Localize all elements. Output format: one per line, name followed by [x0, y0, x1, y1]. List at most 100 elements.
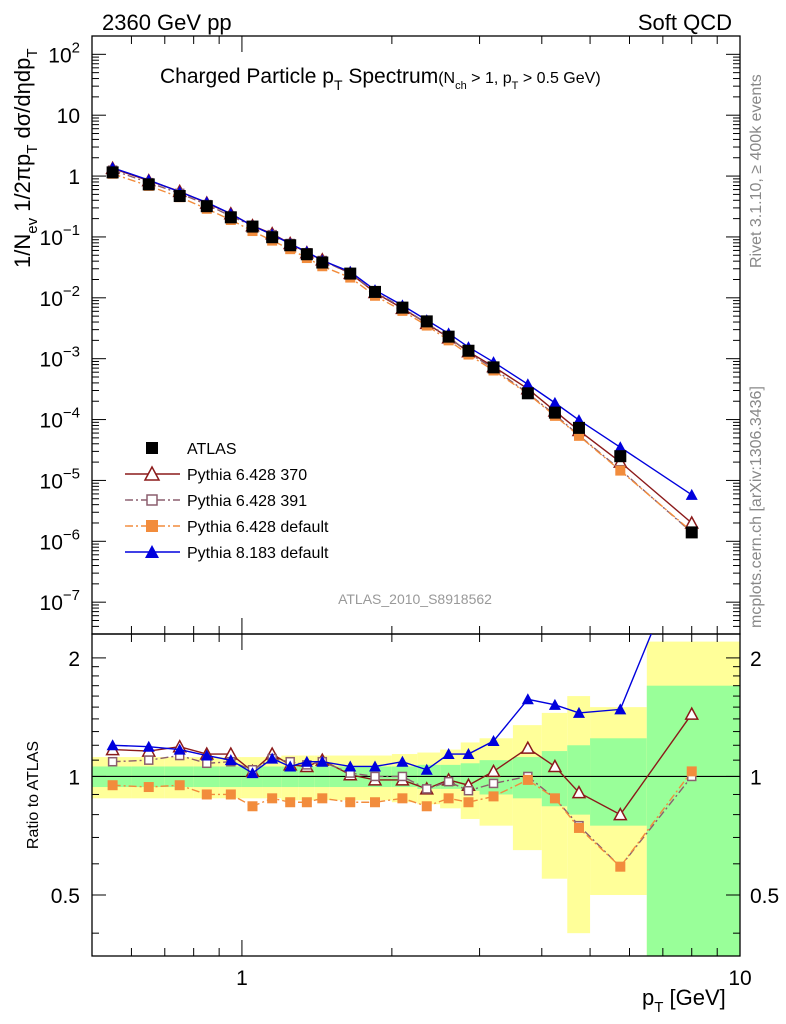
series-line-pythia-6-428-391 — [112, 169, 693, 533]
y-tick-label: 102 — [48, 39, 80, 67]
data-point-atlas — [396, 301, 409, 314]
ratio-point-pythia-6-428-default — [488, 791, 499, 802]
data-point-pythia-8-183-default — [685, 488, 698, 500]
ratio-point-pythia-6-428-default — [201, 789, 212, 800]
ratio-point-pythia-8-183-default — [369, 760, 382, 772]
data-point-atlas — [572, 421, 585, 434]
ratio-point-pythia-6-428-391 — [421, 784, 432, 794]
ratio-point-pythia-6-428-default — [247, 801, 258, 812]
ratio-point-pythia-6-428-default — [421, 801, 432, 812]
legend-label-pythia-6-428-370: Pythia 6.428 370 — [187, 467, 307, 484]
ratio-point-pythia-8-183-default — [396, 755, 409, 767]
ratio-point-pythia-6-428-default — [267, 793, 278, 804]
ratio-axis-label: Ratio to ATLAS — [25, 741, 42, 849]
legend-label-pythia-6-428-391: Pythia 6.428 391 — [187, 493, 307, 510]
data-point-atlas — [246, 220, 259, 233]
data-point-atlas — [344, 267, 357, 280]
ratio-point-pythia-6-428-370 — [684, 706, 699, 720]
ratio-point-pythia-8-183-default — [300, 755, 313, 767]
data-point-atlas — [316, 256, 329, 269]
ratio-point-pythia-6-428-default — [549, 793, 560, 804]
data-point-atlas — [442, 330, 455, 343]
ratio-line-pythia-6-428-391 — [112, 754, 693, 868]
data-point-pythia-8-183-default — [548, 396, 561, 408]
ratio-point-pythia-6-428-default — [143, 782, 154, 793]
ratio-point-pythia-6-428-391 — [144, 755, 154, 765]
legend-marker-pythia-8-183-default — [145, 545, 159, 558]
legend-marker-pythia-6-428-370 — [143, 465, 161, 481]
y-tick-label: 10 — [57, 105, 80, 128]
ratio-point-pythia-8-183-default — [284, 760, 297, 772]
ratio-line-pythia-6-428-370 — [112, 713, 693, 816]
ratio-point-pythia-6-428-default — [686, 766, 697, 777]
main-series-group — [105, 160, 699, 539]
ratio-point-pythia-8-183-default — [224, 754, 237, 766]
ratio-point-pythia-8-183-default — [462, 748, 475, 760]
ratio-point-pythia-6-428-370 — [520, 740, 536, 754]
data-point-pythia-6-428-default — [615, 465, 626, 476]
data-point-pythia-6-428-default — [573, 430, 584, 441]
data-point-pythia-8-183-default — [521, 378, 534, 390]
ratio-point-pythia-6-428-default — [522, 774, 533, 785]
ratio-point-pythia-6-428-default — [463, 797, 474, 808]
data-point-atlas — [224, 211, 237, 224]
y-tick-label: 10−7 — [40, 587, 80, 615]
x-tick-label: 10 — [728, 967, 751, 990]
data-point-atlas — [266, 231, 279, 244]
y-tick-label: 10−6 — [40, 526, 80, 554]
ratio-point-pythia-6-428-default — [443, 793, 454, 804]
ratio-point-pythia-8-183-default — [420, 763, 433, 775]
legend-label-pythia-8-183-default: Pythia 8.183 default — [187, 545, 329, 562]
ratio-point-pythia-6-428-391 — [463, 785, 474, 796]
legend-marker-pythia-6-428-default — [146, 520, 158, 532]
ratio-point-pythia-8-183-default — [173, 743, 186, 755]
ratio-point-pythia-8-183-default — [572, 706, 585, 718]
ratio-point-pythia-6-428-370 — [571, 785, 587, 799]
y-tick-label: 10−3 — [40, 344, 80, 372]
ratio-point-pythia-6-428-default — [107, 780, 118, 791]
ratio-series-group — [105, 634, 699, 872]
ratio-point-pythia-6-428-default — [615, 861, 626, 872]
ratio-point-pythia-6-428-391 — [443, 776, 454, 787]
y-tick-label: 10−1 — [40, 222, 80, 250]
x-axis-label: pT [GeV] — [642, 985, 726, 1016]
ratio-point-pythia-8-183-default — [246, 767, 259, 779]
ratio-uncertainty-bands — [92, 641, 740, 956]
legend-marker-pythia-6-428-391 — [146, 494, 158, 506]
ratio-panel-frame — [91, 633, 741, 957]
ratio-point-pythia-6-428-default — [285, 797, 296, 808]
data-point-atlas — [284, 239, 297, 252]
ratio-point-pythia-8-183-default — [266, 752, 279, 764]
ratio-point-pythia-6-428-391 — [488, 778, 499, 789]
data-point-atlas — [142, 178, 155, 191]
analysis-tag: ATLAS_2010_S8918562 — [338, 591, 492, 607]
header-energy: 2360 GeV pp — [102, 10, 232, 35]
ratio-point-pythia-8-183-default — [487, 735, 500, 747]
ratio-point-pythia-8-183-default — [521, 693, 534, 705]
ratio-point-pythia-6-428-370 — [547, 758, 563, 773]
y-tick-label: 1 — [68, 166, 80, 189]
ratio-point-pythia-8-183-default — [142, 740, 155, 752]
data-point-atlas — [462, 344, 475, 357]
legend: ATLAS Pythia 6.428 370 Pythia 6.428 391 Pyt… — [125, 441, 329, 562]
ratio-point-pythia-6-428-default — [370, 797, 381, 808]
data-point-atlas — [173, 190, 186, 203]
y-tick-label: 10−2 — [40, 283, 80, 311]
legend-label-pythia-6-428-default: Pythia 6.428 default — [187, 519, 329, 536]
ratio-line-pythia-8-183-default — [112, 634, 652, 774]
ratio-point-pythia-8-183-default — [344, 760, 357, 772]
ratio-point-pythia-8-183-default — [200, 749, 213, 761]
data-point-atlas — [521, 387, 534, 400]
header-category: Soft QCD — [638, 10, 732, 35]
ratio-point-pythia-6-428-391 — [107, 756, 118, 767]
x-tick-label: 1 — [236, 967, 248, 990]
ratio-point-pythia-6-428-default — [225, 789, 236, 800]
ratio-tick-label: 2 — [68, 648, 80, 671]
data-point-atlas — [420, 315, 433, 328]
data-point-atlas — [548, 406, 561, 419]
ratio-point-pythia-8-183-default — [316, 755, 329, 767]
ratio-point-pythia-6-428-391 — [397, 771, 408, 782]
mcplots-label: mcplots.cern.ch [arXiv:1306.3436] — [748, 386, 765, 628]
ratio-point-pythia-8-183-default — [106, 739, 119, 751]
data-point-atlas — [487, 361, 500, 374]
